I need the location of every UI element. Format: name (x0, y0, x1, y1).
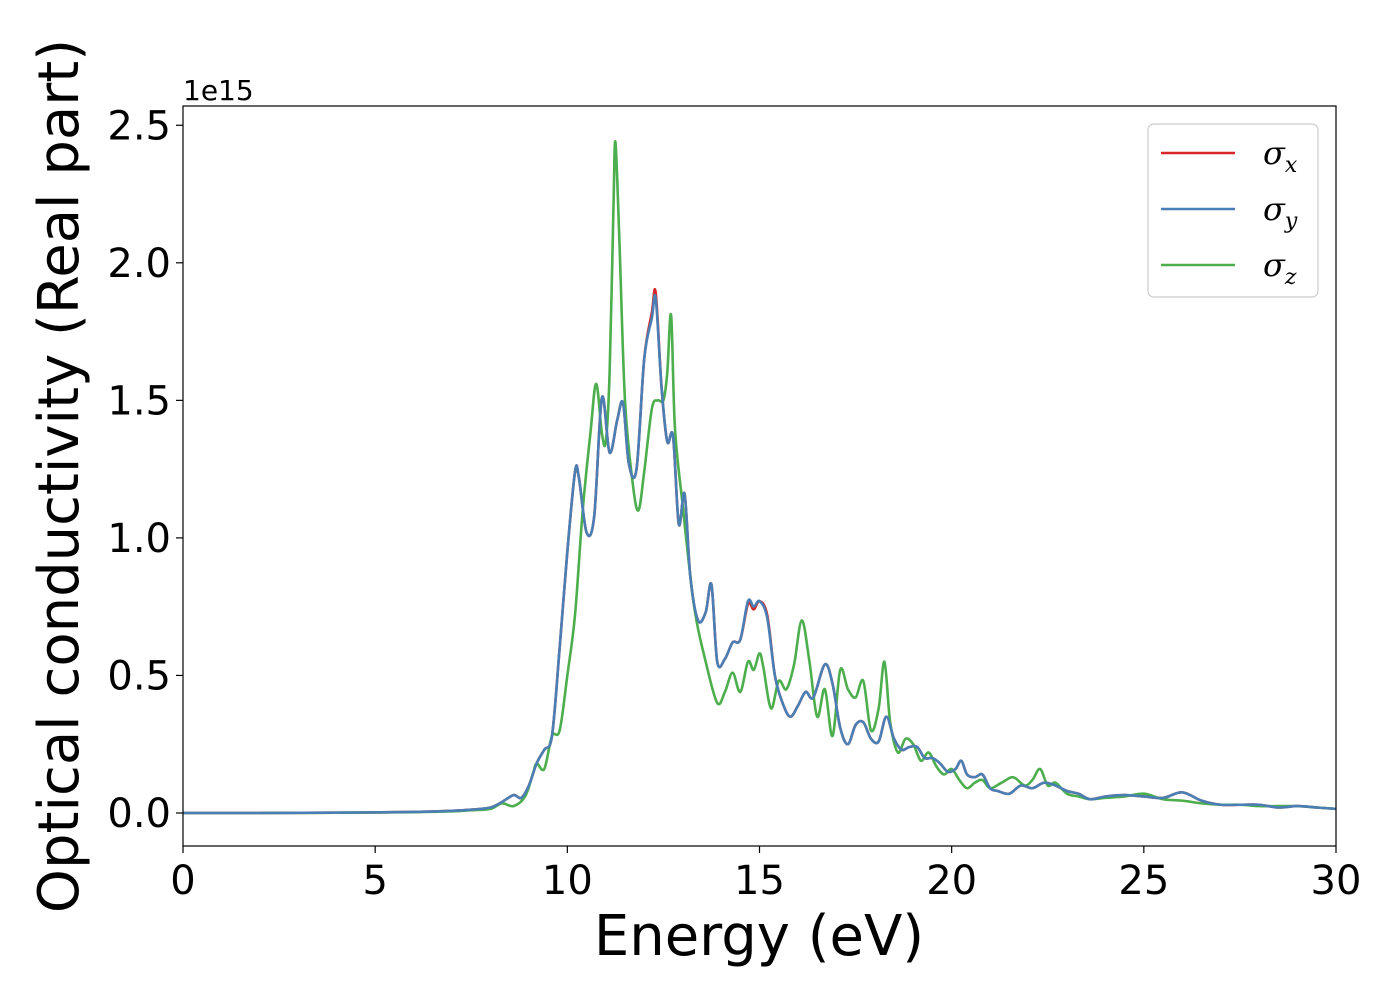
y-tick-label: 1.5 (107, 378, 171, 424)
x-tick-label: 20 (926, 858, 977, 904)
y-axis-title: Optical conductivity (Real part) (27, 39, 92, 913)
y-axis: 0.0 0.5 1.0 1.5 2.0 2.5 (107, 103, 183, 837)
x-tick-label: 5 (362, 858, 387, 904)
series-layer (182, 140, 1337, 815)
x-tick-label: 15 (734, 858, 785, 904)
series-line-y (182, 294, 1337, 815)
y-tick-label: 2.0 (107, 241, 171, 287)
y-tick-label: 0.5 (107, 653, 171, 699)
x-tick-label: 30 (1311, 858, 1362, 904)
y-tick-label: 0.0 (107, 791, 171, 837)
x-axis-title: Energy (eV) (594, 904, 924, 969)
x-tick-label: 25 (1118, 858, 1169, 904)
x-tick-label: 0 (170, 858, 195, 904)
x-tick-label: 10 (542, 858, 593, 904)
series-line-x (182, 287, 1337, 815)
legend-box (1147, 123, 1319, 298)
y-offset-label: 1e15 (183, 74, 254, 107)
series-line-z (182, 140, 1337, 815)
x-axis: 0 5 10 15 20 25 30 (170, 846, 1361, 904)
y-tick-label: 2.5 (107, 103, 171, 149)
y-tick-label: 1.0 (107, 516, 171, 562)
